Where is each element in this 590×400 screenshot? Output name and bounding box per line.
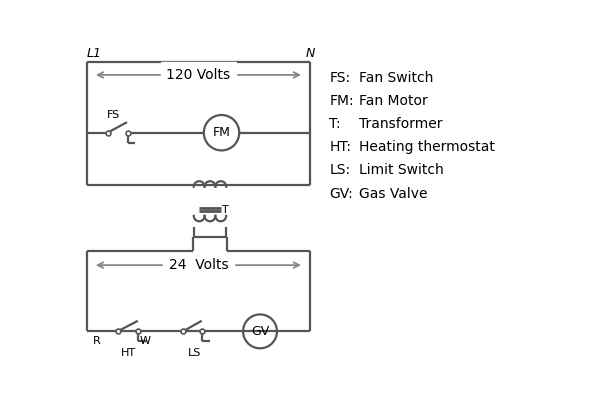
Text: 24  Volts: 24 Volts <box>169 258 228 272</box>
Text: Limit Switch: Limit Switch <box>359 164 443 178</box>
Text: T:: T: <box>329 117 341 131</box>
Text: 120 Volts: 120 Volts <box>166 68 231 82</box>
Text: LS:: LS: <box>329 164 350 178</box>
Text: N: N <box>306 47 314 60</box>
Text: Fan Switch: Fan Switch <box>359 71 433 85</box>
Text: FM: FM <box>212 126 231 139</box>
Text: W: W <box>139 336 150 346</box>
Text: L1: L1 <box>87 47 101 60</box>
Text: R: R <box>93 336 101 346</box>
Text: Fan Motor: Fan Motor <box>359 94 427 108</box>
Text: FS:: FS: <box>329 71 350 85</box>
Text: Gas Valve: Gas Valve <box>359 186 427 201</box>
Text: Transformer: Transformer <box>359 117 442 131</box>
Text: LS: LS <box>188 348 201 358</box>
Text: GV: GV <box>251 325 269 338</box>
Text: FM:: FM: <box>329 94 354 108</box>
Text: GV:: GV: <box>329 186 353 201</box>
Text: HT:: HT: <box>329 140 351 154</box>
Text: Heating thermostat: Heating thermostat <box>359 140 494 154</box>
Text: HT: HT <box>120 348 136 358</box>
Text: T: T <box>222 205 229 215</box>
Text: FS: FS <box>107 110 120 120</box>
